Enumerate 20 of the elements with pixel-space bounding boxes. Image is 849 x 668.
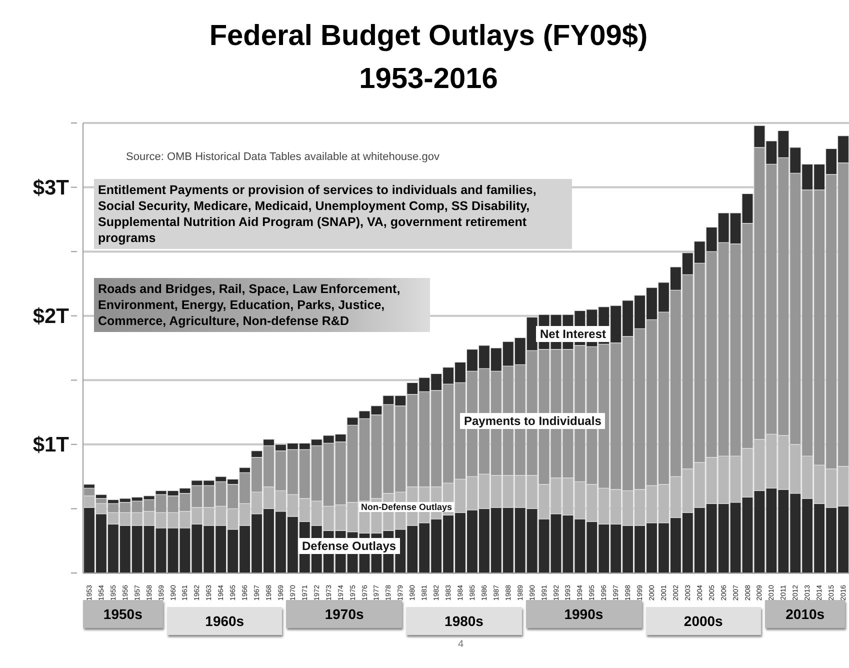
text: 1990s <box>526 600 642 628</box>
text: 1980s <box>406 607 522 635</box>
text: 1960s <box>166 607 282 635</box>
text: 1950s <box>83 600 163 628</box>
chart-subtitle: 1953-2016 <box>358 63 499 96</box>
y-tick-label: $3T <box>32 176 70 200</box>
annotation: Roads and Bridges, Rail, Space, Law Enforcement, Environment, Energy, Education, Parks, Justice, Commerce, Agriculture, Non-defense R&D <box>94 278 430 332</box>
text: 1970s <box>286 600 402 628</box>
text: 4 <box>458 639 464 650</box>
series-label: Non-Defense Outlays <box>359 502 454 512</box>
text: 2000s <box>646 607 762 635</box>
chart-title: Federal Budget Outlays (FY09$) <box>208 20 649 53</box>
text: 2010s <box>765 600 845 628</box>
series-label: Payments to Individuals <box>460 413 606 429</box>
series-label: Net Interest <box>536 326 610 342</box>
annotation: Entitlement Payments or provision of services to individuals and families, Social Security, Medicare, Medicaid, Unemployment Comp, SS Disability, Supplemental Nutrition Aid Program (SNAP), VA, government retirement programs <box>94 179 572 249</box>
y-tick-label: $2T <box>32 304 70 328</box>
series-label: Defense Outlays <box>298 538 400 554</box>
y-tick-label: $1T <box>32 433 70 456</box>
annotation: Source: OMB Historical Data Tables available at whitehouse.gov <box>126 151 440 163</box>
